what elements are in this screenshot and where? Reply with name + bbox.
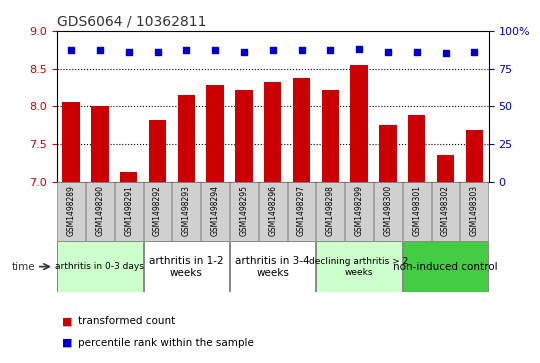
Text: GSM1498300: GSM1498300 [383, 185, 393, 236]
Point [96, 48, 104, 53]
Point [153, 49, 162, 55]
Text: GSM1498290: GSM1498290 [96, 185, 104, 236]
Text: GSM1498291: GSM1498291 [124, 185, 133, 236]
Text: GSM1498295: GSM1498295 [239, 185, 248, 236]
Point [182, 48, 191, 53]
Bar [322, 90, 339, 182]
Text: GSM1498302: GSM1498302 [441, 185, 450, 236]
Bar [379, 125, 396, 182]
Point [441, 50, 450, 56]
Bar [172, 182, 200, 241]
Text: ■: ■ [62, 338, 72, 348]
Text: GSM1498297: GSM1498297 [297, 185, 306, 236]
Bar [63, 102, 80, 182]
Point [413, 49, 421, 55]
Text: GSM1498298: GSM1498298 [326, 185, 335, 236]
Bar [144, 241, 229, 292]
Bar [114, 182, 143, 241]
Text: arthritis in 1-2
weeks: arthritis in 1-2 weeks [149, 256, 224, 278]
Point [470, 49, 478, 55]
Text: GSM1498296: GSM1498296 [268, 185, 277, 236]
Bar [149, 120, 166, 182]
Text: GSM1498293: GSM1498293 [182, 185, 191, 236]
Text: GSM1498301: GSM1498301 [412, 185, 421, 236]
Point [211, 48, 219, 53]
Text: GSM1498299: GSM1498299 [355, 185, 363, 236]
Bar [287, 182, 315, 241]
Point [383, 49, 392, 55]
Bar [120, 172, 137, 182]
Bar [465, 130, 483, 182]
Bar [431, 182, 460, 241]
Point [355, 46, 363, 52]
Text: GSM1498294: GSM1498294 [211, 185, 220, 236]
Bar [91, 106, 109, 182]
Text: non-induced control: non-induced control [393, 262, 498, 272]
Bar [230, 182, 258, 241]
Text: arthritis in 3-4
weeks: arthritis in 3-4 weeks [235, 256, 310, 278]
Bar [403, 182, 431, 241]
Bar [316, 241, 402, 292]
Text: ■: ■ [62, 316, 72, 326]
Point [240, 49, 248, 55]
Bar [460, 182, 488, 241]
Text: declining arthritis > 2
weeks: declining arthritis > 2 weeks [309, 257, 409, 277]
Bar [264, 82, 281, 182]
Bar [57, 241, 143, 292]
Point [124, 49, 133, 55]
Point [326, 48, 335, 53]
Bar [57, 182, 85, 241]
Text: GDS6064 / 10362811: GDS6064 / 10362811 [57, 14, 206, 28]
Text: percentile rank within the sample: percentile rank within the sample [78, 338, 254, 348]
Bar [293, 78, 310, 182]
Bar [206, 85, 224, 182]
Text: time: time [12, 262, 36, 272]
Bar [259, 182, 287, 241]
Bar [316, 182, 345, 241]
Point [297, 48, 306, 53]
Text: GSM1498292: GSM1498292 [153, 185, 162, 236]
Bar [86, 182, 114, 241]
Text: transformed count: transformed count [78, 316, 176, 326]
Text: GSM1498289: GSM1498289 [66, 185, 76, 236]
Text: arthritis in 0-3 days: arthritis in 0-3 days [56, 262, 144, 271]
Point [268, 48, 277, 53]
Bar [374, 182, 402, 241]
Bar [230, 241, 315, 292]
Bar [350, 65, 368, 182]
Bar [235, 90, 253, 182]
Bar [437, 155, 454, 182]
Bar [408, 115, 426, 182]
Point [67, 48, 76, 53]
Bar [144, 182, 172, 241]
Bar [403, 241, 488, 292]
Text: GSM1498303: GSM1498303 [470, 185, 479, 236]
Bar [345, 182, 373, 241]
Bar [201, 182, 229, 241]
Bar [178, 95, 195, 182]
